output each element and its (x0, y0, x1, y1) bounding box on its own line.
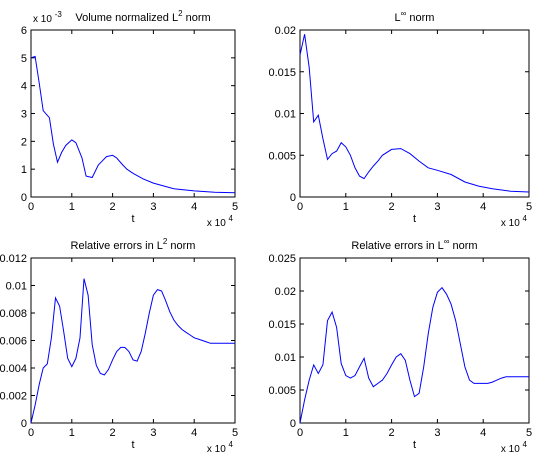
x-tick-label: 5 (526, 201, 532, 213)
x-tick-label: 5 (526, 427, 532, 439)
y-tick-label: 0.004 (0, 363, 27, 375)
x-tick-label: 4 (480, 201, 486, 213)
x-axis-label: t (413, 213, 416, 225)
x-tick-label: 0 (297, 201, 303, 213)
y-tick-label: 0 (21, 418, 27, 430)
chart-title: Relative errors in L∞ norm (351, 237, 477, 252)
series-line (30, 55, 236, 194)
plot-area (30, 29, 236, 198)
y-tick-label: 0.02 (275, 286, 296, 298)
chart-2: 0 1 2 3 4 5 0 0.005 0.01 0.015 0.02 L∞ norm t x 10 4 (268, 9, 532, 229)
x-tick-label: 5 (232, 427, 238, 439)
y-tick-label: 0.008 (0, 308, 27, 320)
x-tick-label: 1 (343, 201, 349, 213)
y-tick-label: 0.002 (0, 391, 27, 403)
x-tick-label: 2 (110, 201, 116, 213)
plot-area (30, 257, 236, 424)
x-tick-label: 2 (389, 201, 395, 213)
x-axis-label: t (131, 439, 134, 451)
y-tick-label: 0.015 (268, 319, 296, 331)
y-tick-label: 0.005 (268, 385, 296, 397)
series-line (30, 278, 235, 424)
x-tick-label: 0 (297, 427, 303, 439)
y-tick-label: 6 (21, 25, 27, 37)
y-tick-label: 0.012 (0, 253, 27, 265)
y-tick-label: 0.015 (268, 67, 296, 79)
y-tick-label: 0 (290, 418, 296, 430)
x-tick-label: 2 (389, 427, 395, 439)
x-axis-multiplier: x 10 4 (207, 214, 234, 229)
x-axis-label: t (131, 213, 134, 225)
chart-3: 0 1 2 3 4 5 0 0.002 0.004 0.006 0.008 0.01 0.012 Rela… (0, 237, 238, 454)
y-tick-label: 0 (290, 192, 296, 204)
y-tick-label: 0.005 (268, 150, 296, 162)
y-tick-label: 0.01 (275, 352, 296, 364)
x-tick-label: 2 (110, 427, 116, 439)
x-tick-label: 3 (434, 201, 440, 213)
chart-1: 0 1 2 3 4 5 0 1 2 3 4 5 6 Volume normalized L2 norm t x… (21, 9, 238, 229)
plot-area (299, 29, 530, 198)
y-tick-label: 1 (21, 164, 27, 176)
y-tick-label: 0.01 (6, 281, 27, 293)
x-tick-label: 4 (191, 201, 197, 213)
x-tick-label: 3 (150, 201, 156, 213)
y-axis-multiplier: x 10 -3 (33, 10, 62, 25)
x-axis-multiplier: x 10 4 (207, 440, 234, 454)
chart-4: 0 1 2 3 4 5 0 0.005 0.01 0.015 0.02 0.025 Relative e… (268, 237, 532, 454)
chart-title: L∞ norm (395, 9, 435, 24)
series-line (299, 34, 530, 193)
x-axis-multiplier: x 10 4 (501, 214, 528, 229)
y-tick-label: 0.01 (275, 109, 296, 121)
x-tick-label: 0 (28, 427, 34, 439)
x-tick-label: 4 (191, 427, 197, 439)
x-axis-label: t (413, 439, 416, 451)
x-axis-multiplier: x 10 4 (501, 440, 528, 454)
y-tick-label: 4 (21, 81, 27, 93)
chart-title: Volume normalized L2 norm (75, 9, 210, 24)
chart-title: Relative errors in L2 norm (71, 237, 196, 252)
x-tick-label: 1 (69, 201, 75, 213)
y-tick-label: 2 (21, 136, 27, 148)
y-tick-label: 0.02 (275, 25, 296, 37)
x-tick-label: 1 (69, 427, 75, 439)
series-line (299, 286, 529, 424)
y-tick-label: 0.025 (268, 253, 296, 265)
x-tick-label: 1 (343, 427, 349, 439)
y-tick-label: 0 (21, 192, 27, 204)
x-tick-label: 3 (150, 427, 156, 439)
y-tick-label: 5 (21, 53, 27, 65)
plot-area (299, 257, 530, 424)
y-tick-label: 0.006 (0, 336, 27, 348)
x-tick-label: 0 (28, 201, 34, 213)
y-tick-label: 3 (21, 109, 27, 121)
x-tick-label: 3 (434, 427, 440, 439)
x-tick-label: 5 (232, 201, 238, 213)
x-tick-label: 4 (480, 427, 486, 439)
